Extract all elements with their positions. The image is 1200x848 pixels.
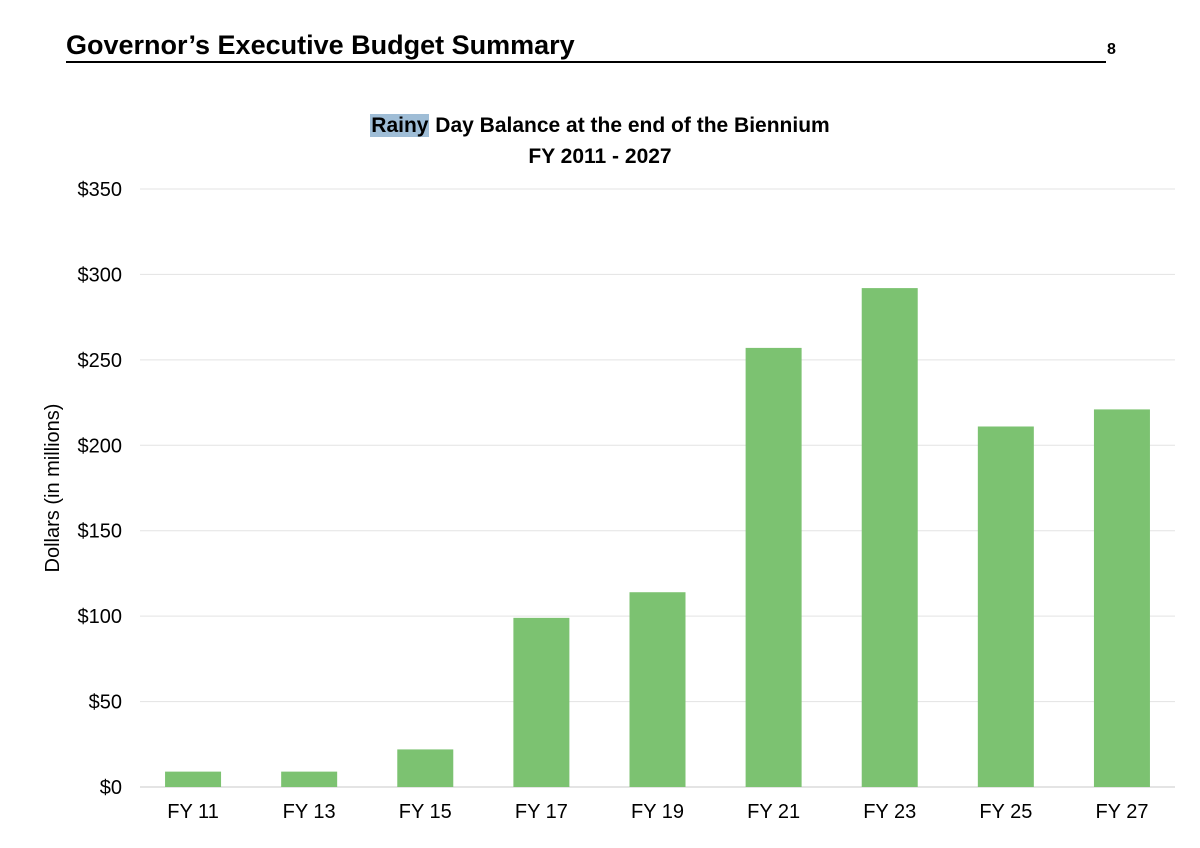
bar — [629, 592, 686, 787]
x-tick-label: FY 11 — [167, 801, 219, 823]
chart-title-highlight: Rainy — [370, 114, 430, 137]
x-tick-label: FY 19 — [631, 801, 684, 823]
bar — [513, 617, 570, 787]
chart-subtitle: FY 2011 - 2027 — [528, 145, 672, 168]
header-rule — [66, 61, 1106, 63]
x-tick-label: FY 25 — [979, 801, 1032, 823]
y-tick-label: $350 — [78, 179, 123, 201]
y-axis-label: Dollars (in millions) — [42, 404, 64, 573]
y-tick-label: $150 — [78, 521, 123, 543]
x-tick-label: FY 17 — [515, 801, 568, 823]
chart-title: Rainy Day Balance at the end of the Bien… — [0, 114, 1200, 138]
x-tick-label: FY 21 — [747, 801, 800, 823]
y-tick-label: $0 — [100, 777, 122, 799]
chart-title-rest: Day Balance at the end of the Biennium — [429, 114, 830, 137]
document-header: Governor’s Executive Budget Summary — [66, 30, 1108, 63]
x-tick-label: FY 13 — [283, 801, 336, 823]
y-tick-label: $200 — [78, 435, 123, 457]
x-tick-label: FY 27 — [1095, 801, 1148, 823]
y-tick-label: $250 — [78, 350, 123, 372]
bar — [165, 771, 222, 787]
bar — [1093, 409, 1150, 787]
page-number: 8 — [1107, 41, 1116, 58]
bar — [397, 749, 454, 787]
document-title: Governor’s Executive Budget Summary — [66, 30, 575, 60]
bar — [281, 771, 338, 787]
x-tick-label: FY 23 — [863, 801, 916, 823]
bar — [977, 426, 1034, 787]
x-tick-label: FY 15 — [399, 801, 452, 823]
bar — [861, 288, 918, 787]
y-tick-label: $300 — [78, 264, 123, 286]
y-tick-label: $50 — [89, 692, 122, 714]
bar — [745, 347, 802, 787]
y-tick-label: $100 — [78, 606, 123, 628]
